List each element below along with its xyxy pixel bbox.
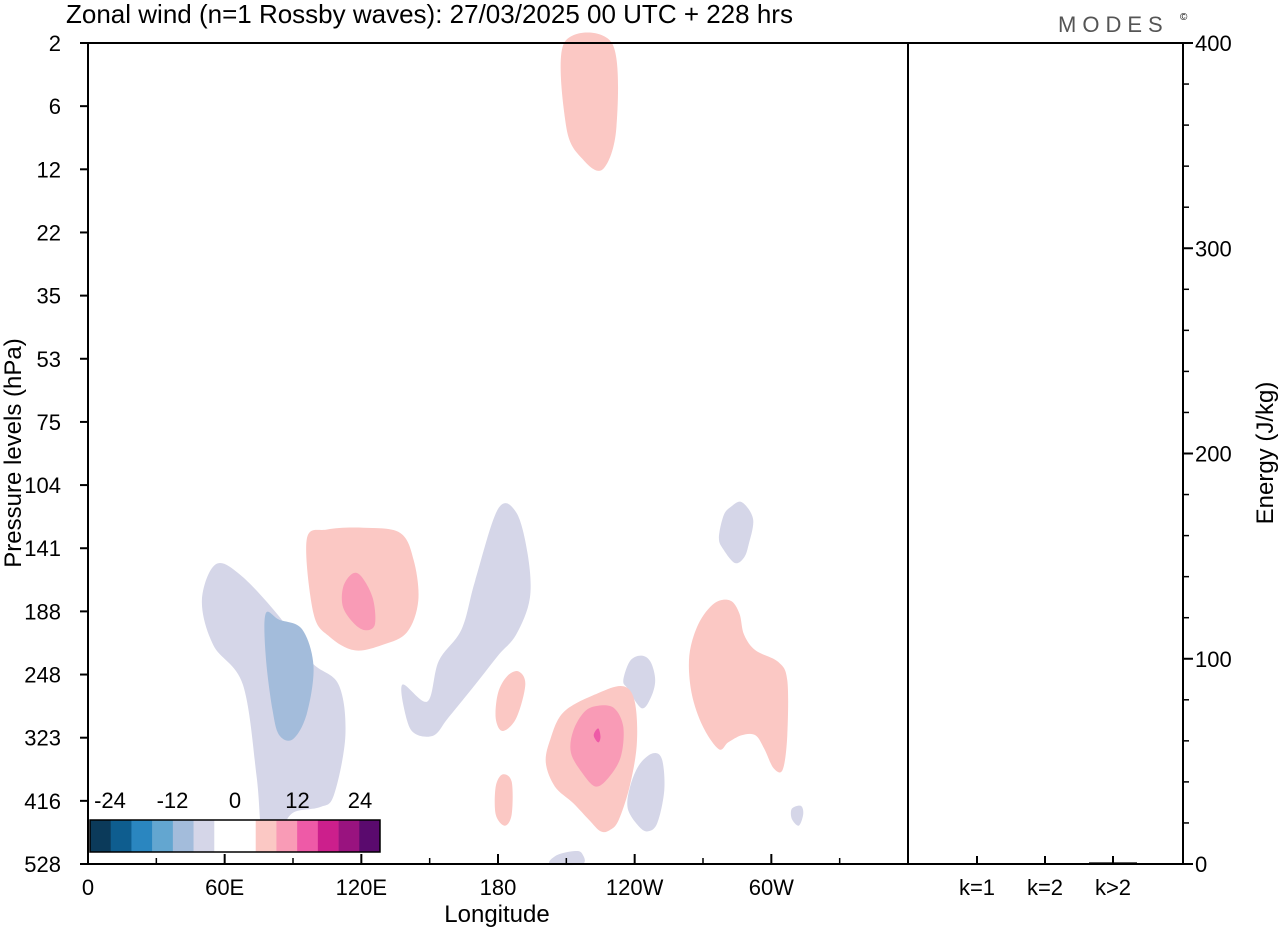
contour-region-10: [495, 671, 526, 731]
energy-panel-frame: [907, 42, 1184, 865]
contour-layer: [201, 32, 804, 866]
colorbar-label-4: 24: [348, 788, 372, 813]
contour-region-1: [264, 611, 314, 741]
colorbar-label-3: 12: [285, 788, 309, 813]
y-tick-label-11: 323: [24, 726, 61, 751]
energy-cat-label-0: k=1: [959, 875, 995, 900]
logo-text: MODES: [1058, 12, 1169, 37]
y-axis: 2 6 12 22 35 53 75 104 141 188 248 323 416 528: [24, 31, 88, 877]
colorbar-label-2: 0: [229, 788, 241, 813]
y2-axis-label: Energy (J/kg): [1252, 382, 1279, 525]
contour-region-16: [560, 32, 619, 171]
colorbar-swatch-7: [235, 820, 257, 852]
contour-region-5: [627, 753, 665, 832]
colorbar-swatch-5: [193, 820, 215, 852]
x-axis-label: Longitude: [444, 901, 549, 928]
colorbar-swatch-0: [90, 820, 112, 852]
colorbar-swatch-4: [172, 820, 194, 852]
y-tick-label-1: 6: [49, 94, 61, 119]
contour-region-14: [593, 728, 601, 743]
y-tick-label-13: 528: [24, 852, 61, 877]
contour-region-11: [494, 774, 513, 826]
colorbar-swatch-2: [131, 820, 153, 852]
colorbar-swatch-9: [276, 820, 298, 852]
x-tick-label-3: 180: [480, 875, 517, 900]
logo: MODES ©: [1058, 12, 1188, 37]
x-tick-label-1: 60E: [205, 875, 244, 900]
contour-region-13: [570, 705, 624, 787]
y2-axis: 0 100 200 300 400: [1183, 31, 1232, 877]
colorbar-frame: [89, 819, 381, 853]
colorbar-swatch-3: [152, 820, 174, 852]
y-tick-label-9: 188: [24, 599, 61, 624]
colorbar-label-1: -12: [157, 788, 189, 813]
logo-mark: ©: [1180, 12, 1188, 23]
colorbar: -24 -12 0 12 24: [89, 788, 381, 853]
y-tick-label-10: 248: [24, 663, 61, 688]
colorbar-swatch-13: [359, 820, 381, 852]
y-tick-label-3: 22: [37, 220, 61, 245]
x-tick-label-2: 120E: [336, 875, 387, 900]
y2-tick-label-0: 0: [1195, 852, 1207, 877]
contour-region-3: [718, 501, 754, 564]
y-axis-label: Pressure levels (hPa): [0, 338, 27, 567]
y-tick-label-6: 75: [37, 410, 61, 435]
x-axis: 0 60E 120E 180 120W 60W: [82, 854, 841, 900]
y2-tick-label-2: 200: [1195, 442, 1232, 467]
y-tick-label-5: 53: [37, 347, 61, 372]
energy-categories: k=1 k=2 k>2: [959, 856, 1131, 900]
colorbar-swatch-11: [317, 820, 339, 852]
chart-title: Zonal wind (n=1 Rossby waves): 27/03/202…: [66, 0, 793, 29]
colorbar-swatch-10: [297, 820, 319, 852]
contour-region-4: [623, 655, 656, 709]
x-tick-label-0: 0: [82, 875, 94, 900]
colorbar-swatch-8: [255, 820, 277, 852]
contour-region-15: [688, 599, 789, 773]
energy-cat-label-1: k=2: [1027, 875, 1063, 900]
contour-region-6: [790, 805, 804, 826]
y-tick-label-8: 141: [24, 536, 61, 561]
x-tick-label-4: 120W: [606, 875, 664, 900]
contour-region-9: [341, 572, 376, 631]
colorbar-swatch-6: [214, 820, 236, 852]
colorbar-swatch-1: [110, 820, 132, 852]
y-tick-label-4: 35: [37, 284, 61, 309]
colorbar-label-0: -24: [94, 788, 126, 813]
y-tick-label-12: 416: [24, 789, 61, 814]
y-tick-label-2: 12: [37, 157, 61, 182]
y2-tick-label-3: 300: [1195, 236, 1232, 261]
energy-cat-label-2: k>2: [1095, 875, 1131, 900]
x-tick-label-5: 60W: [749, 875, 794, 900]
contour-region-2: [401, 503, 531, 737]
y-tick-label-0: 2: [49, 31, 61, 56]
y2-tick-label-1: 100: [1195, 647, 1232, 672]
y-tick-label-7: 104: [24, 473, 61, 498]
colorbar-swatch-12: [338, 820, 360, 852]
y2-tick-label-4: 400: [1195, 31, 1232, 56]
